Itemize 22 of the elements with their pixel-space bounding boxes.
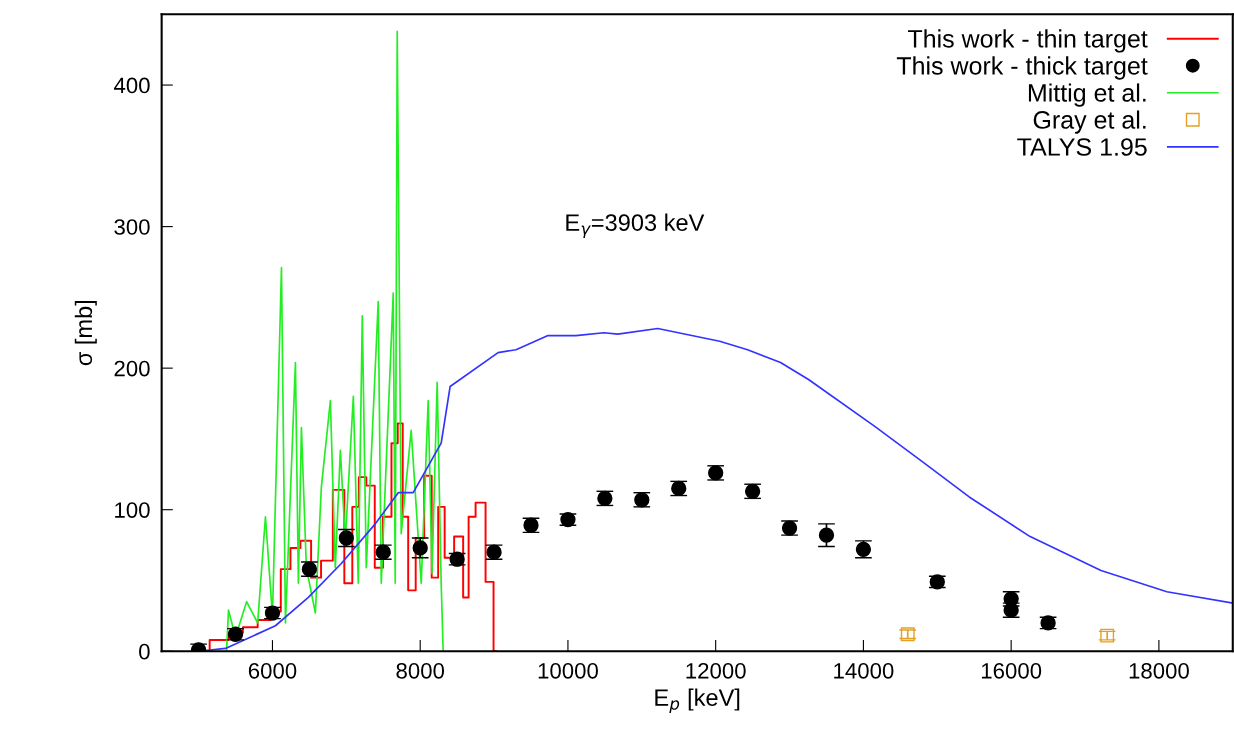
x-tick-label: 14000 (834, 662, 894, 679)
annotation: E$_{γ}$=3903 keV (566, 213, 705, 239)
line-series (225, 30, 445, 652)
y-tick-label: 400 (113, 77, 150, 94)
x-axis-title: E$_{p}$ [keV] (655, 688, 740, 714)
x-tick-label: 6000 (248, 662, 297, 679)
x-tick-label: 16000 (981, 662, 1042, 679)
legend-label: TALYS 1.95 (1017, 138, 1147, 156)
y-tick-label: 300 (114, 219, 150, 235)
x-tick-label: 10000 (538, 662, 598, 679)
legend-label: Mittig et al. (1028, 83, 1146, 107)
legend-label: Gray et al. (1033, 110, 1146, 134)
y-tick-label: 200 (114, 360, 150, 377)
legend-label: This work - thick target (896, 56, 1148, 80)
legend-label: This work - thin target (907, 29, 1148, 53)
y-tick-label: 100 (115, 502, 150, 518)
y-axis-title: σ [mb] (74, 300, 97, 366)
x-tick-label: 8000 (396, 662, 445, 679)
x-tick-label: 12000 (686, 662, 746, 679)
x-tick-label: 18000 (1129, 662, 1189, 679)
point (818, 527, 835, 543)
y-tick-label: 0 (139, 643, 150, 660)
